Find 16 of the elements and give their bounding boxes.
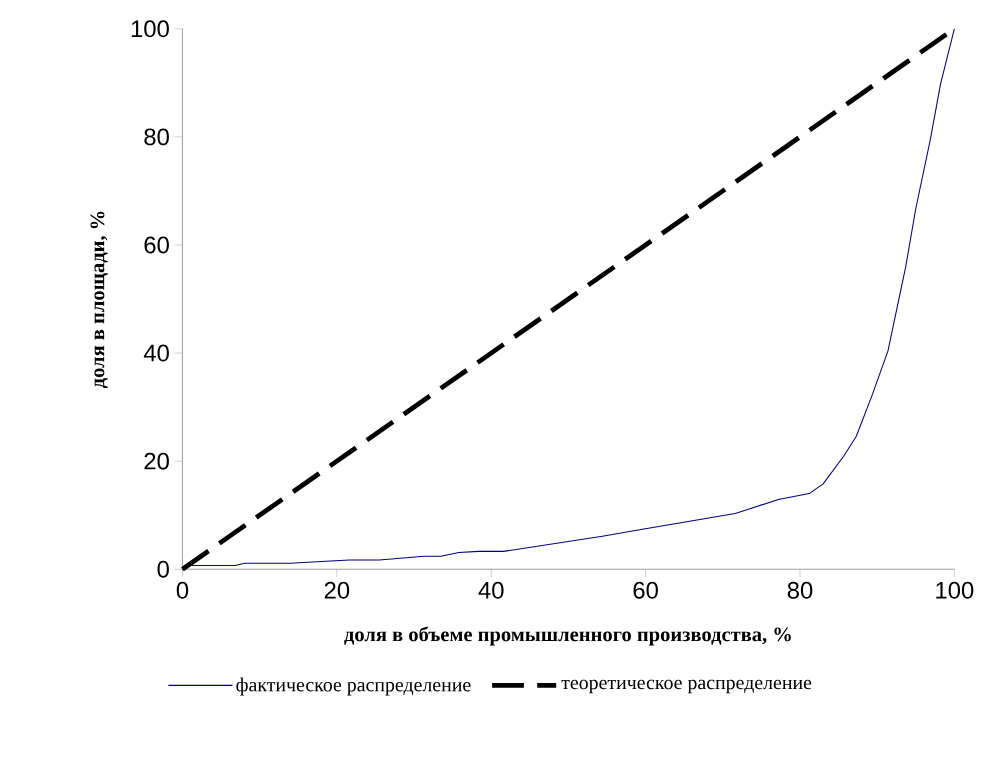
y-tick-label: 20 [144,452,169,470]
y-axis-title: доля в площади, % [90,211,108,389]
x-tick-label: 100 [936,581,974,599]
x-tick-label: 80 [787,581,813,599]
y-tick-label: 60 [144,236,169,254]
y-tick-label: 100 [131,20,169,38]
x-tick-label: 40 [478,581,504,599]
legend-label: фактическое распределение [236,677,471,696]
x-tick-label: 20 [324,581,350,599]
x-axis-title: доля в объеме промышленного производства, % [344,626,791,646]
x-tick-label: 60 [633,581,658,599]
x-tick-label: 0 [176,581,189,599]
y-tick-label: 40 [143,344,169,362]
legend-label: теоретическое распределение [561,679,812,694]
y-tick-label: 80 [144,128,169,146]
y-tick-label: 0 [157,560,169,578]
